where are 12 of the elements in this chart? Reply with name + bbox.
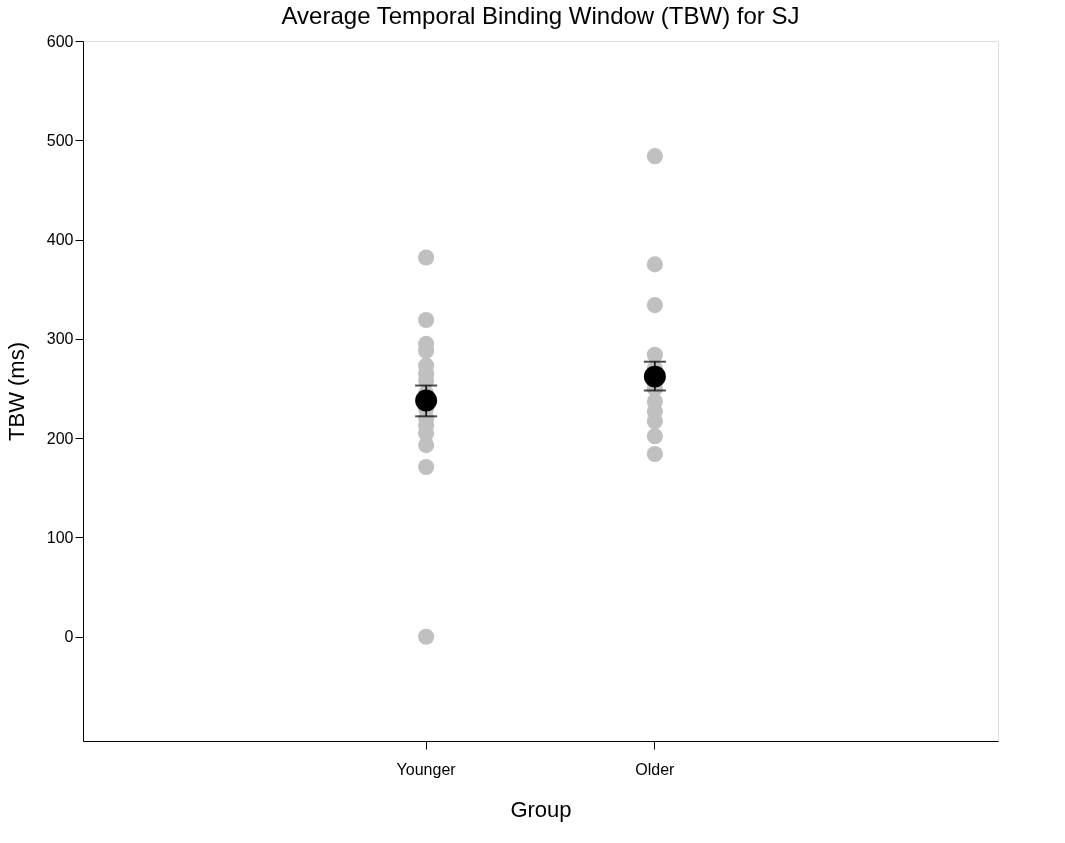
y-tick-label: 500 — [46, 131, 74, 149]
y-tick-label: 100 — [46, 528, 74, 546]
x-axis-title: Group — [510, 796, 572, 822]
y-tick-label: 200 — [46, 429, 74, 447]
y-tick-label: 0 — [64, 628, 74, 646]
x-tick-label: Older — [635, 760, 676, 778]
x-tick-label: Younger — [396, 760, 457, 778]
chart-title: Average Temporal Binding Window (TBW) for SJ — [281, 2, 800, 29]
y-tick-label: 300 — [46, 330, 74, 348]
y-tick-label: 400 — [46, 231, 74, 249]
y-axis-title: TBW (ms) — [3, 342, 29, 441]
y-tick-label: 600 — [46, 32, 74, 50]
